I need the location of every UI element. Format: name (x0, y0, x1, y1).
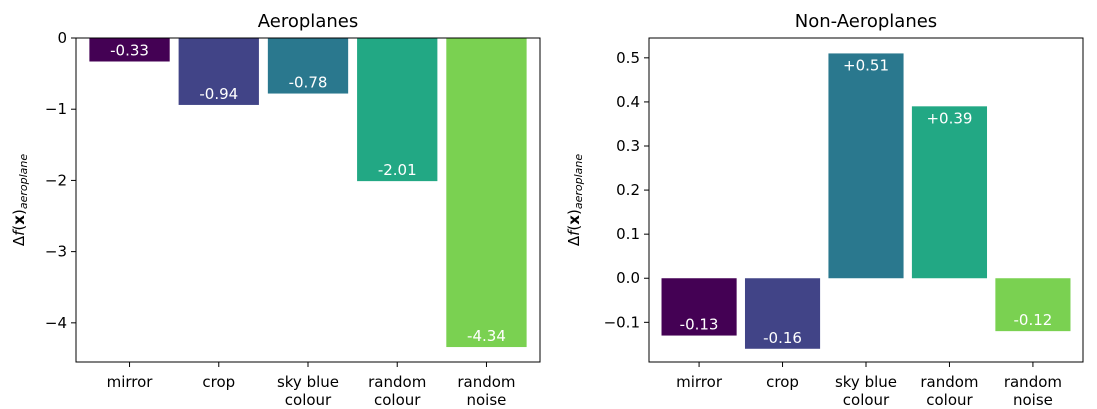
chart-title: Non-Aeroplanes (795, 11, 937, 32)
y-tick-label: −1 (45, 100, 67, 118)
bar-value-label: +0.39 (926, 109, 972, 127)
y-axis-label-part: aeroplane (572, 154, 585, 210)
y-tick-label: −2 (45, 171, 67, 189)
y-tick-label: 0.1 (616, 225, 640, 243)
bar (357, 38, 438, 182)
bar-value-label: -4.34 (467, 327, 506, 345)
x-tick-label: random noise (1004, 373, 1062, 409)
bar (178, 38, 259, 105)
x-tick-label: random colour (368, 373, 426, 409)
y-axis-label-part: x (565, 215, 583, 225)
y-tick-label: 0.5 (616, 49, 640, 67)
x-tick-label: mirror (676, 373, 723, 391)
y-axis-label: Δf(x)aeroplane (565, 154, 585, 246)
chart-panel-2: Non-Aeroplanes -0.13 mirror -0.16 crop +0.51 s… (565, 11, 1084, 409)
bar-value-label: +0.51 (843, 56, 889, 74)
bar (267, 38, 349, 94)
bar (446, 38, 527, 348)
y-tick-label: −4 (45, 314, 67, 332)
x-tick-label-line: mirror (676, 373, 723, 391)
x-tick-label-line: random (1004, 373, 1062, 391)
x-tick-label-line: crop (766, 373, 799, 391)
bar (661, 278, 737, 336)
x-tick-label: random noise (457, 373, 515, 409)
plot-frame (75, 37, 541, 363)
x-tick-label-line: noise (467, 391, 507, 409)
y-axis-label-part: Δ (565, 235, 583, 246)
bar (89, 38, 170, 62)
y-axis-label-part: ) (10, 209, 28, 215)
y-tick-label: 0.3 (616, 137, 640, 155)
bar-value-label: -0.12 (1014, 311, 1053, 329)
y-axis-label-part: ( (565, 225, 583, 231)
chart-title: Aeroplanes (258, 11, 358, 32)
x-tick-label-line: sky blue (277, 373, 339, 391)
y-tick-label: −3 (45, 243, 67, 261)
y-tick-label: 0.4 (616, 93, 640, 111)
y-axis-label-part: x (10, 215, 28, 225)
bar-value-label: -2.01 (378, 161, 417, 179)
x-tick-label-line: colour (285, 391, 332, 409)
bar (744, 278, 821, 349)
chart-panel-1: Aeroplanes -0.33 mirror -0.94 crop -0.78 sky b… (10, 11, 541, 409)
y-tick-label: 0.0 (616, 269, 640, 287)
x-tick-label: mirror (107, 373, 154, 391)
x-tick-label-line: colour (926, 391, 973, 409)
y-tick-label: 0 (57, 29, 67, 47)
y-axis-label-part: ( (10, 225, 28, 231)
y-axis-label: Δf(x)aeroplane (10, 154, 30, 246)
x-tick-label: random colour (920, 373, 978, 409)
y-axis-label-part: ) (565, 209, 583, 215)
x-tick-label: sky blue colour (277, 373, 339, 409)
bar (828, 53, 904, 279)
bar-value-label: -0.94 (199, 85, 238, 103)
x-tick-label-line: random (368, 373, 426, 391)
bar (911, 106, 988, 279)
y-tick-label: −0.1 (604, 313, 640, 331)
plot-frame (648, 37, 1084, 363)
x-tick-label-line: colour (374, 391, 421, 409)
x-tick-label: crop (202, 373, 235, 391)
y-axis-label-part: f (10, 228, 28, 236)
y-axis-label-part: Δ (10, 235, 28, 246)
bar-value-label: -0.13 (680, 316, 719, 334)
x-tick-label: crop (766, 373, 799, 391)
bar-value-label: -0.16 (763, 329, 802, 347)
y-tick-label: 0.2 (616, 181, 640, 199)
x-tick-label-line: colour (843, 391, 890, 409)
bar-value-label: -0.33 (110, 41, 149, 59)
x-tick-label-line: sky blue (835, 373, 897, 391)
x-tick-label: sky blue colour (835, 373, 897, 409)
x-tick-label-line: noise (1013, 391, 1053, 409)
bar-value-label: -0.78 (289, 74, 328, 92)
x-tick-label-line: mirror (107, 373, 154, 391)
y-axis-label-part: aeroplane (17, 154, 30, 210)
y-axis-label-part: f (565, 228, 583, 236)
x-tick-label-line: crop (202, 373, 235, 391)
x-tick-label-line: random (457, 373, 515, 391)
x-tick-label-line: random (920, 373, 978, 391)
bar (995, 278, 1071, 332)
